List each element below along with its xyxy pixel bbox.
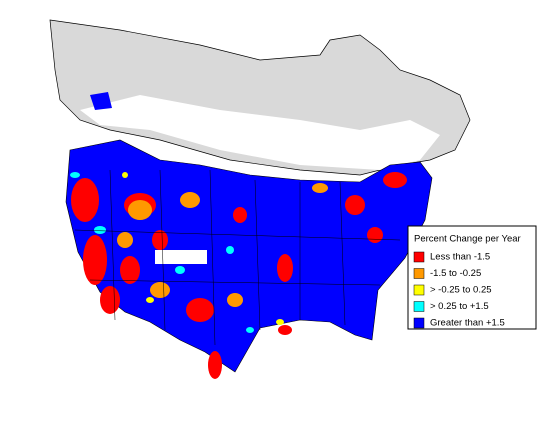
patch: [100, 286, 120, 314]
state-lines: [74, 169, 401, 346]
patch: [233, 207, 247, 223]
patch: [83, 235, 107, 285]
legend-swatch: [413, 284, 425, 296]
legend-label: Less than -1.5: [430, 252, 490, 263]
patch: [312, 183, 328, 193]
legend-label: > 0.25 to +1.5: [430, 301, 489, 312]
legend-label: > -0.25 to 0.25: [430, 285, 492, 296]
patch: [278, 325, 292, 335]
patch: [71, 178, 99, 222]
patch: [367, 227, 383, 243]
patch: [120, 256, 140, 284]
patch: [152, 230, 168, 250]
patch: [208, 351, 222, 379]
legend-swatch: [413, 317, 425, 329]
patch: [128, 200, 152, 220]
us-region: [65, 139, 433, 373]
patch: [150, 282, 170, 298]
no-data-patch: [155, 250, 207, 264]
patch: [117, 232, 133, 248]
patch: [94, 226, 106, 234]
legend-label: Greater than +1.5: [430, 318, 505, 329]
patch: [227, 293, 243, 307]
patch: [175, 266, 185, 274]
abundance-patches: [70, 172, 407, 379]
legend: Percent Change per Year Less than -1.5 -1…: [407, 225, 537, 330]
legend-swatch: [413, 268, 425, 279]
patch: [226, 246, 234, 254]
legend-title: Percent Change per Year: [414, 234, 521, 245]
patch: [122, 172, 128, 178]
patch: [345, 195, 365, 215]
legend-label: -1.5 to -0.25: [430, 268, 481, 279]
patch: [383, 172, 407, 188]
legend-swatch: [413, 301, 425, 312]
patch: [277, 254, 293, 282]
patch: [246, 327, 254, 333]
legend-swatch: [413, 251, 425, 263]
patch: [70, 172, 80, 178]
canada-white-band: [80, 95, 440, 170]
patch: [186, 298, 214, 322]
alaska-fringe: [90, 92, 112, 110]
patch: [146, 297, 154, 303]
patch: [180, 192, 200, 208]
legend-box: [407, 225, 537, 330]
patch: [276, 319, 284, 325]
